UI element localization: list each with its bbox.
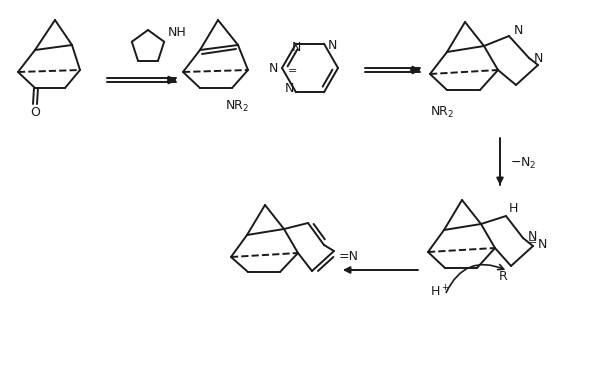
Text: N: N <box>269 62 278 75</box>
Text: =: = <box>528 237 538 247</box>
Text: N: N <box>528 229 538 242</box>
Text: O: O <box>30 106 40 119</box>
Text: NH: NH <box>168 25 187 38</box>
Text: N: N <box>534 51 544 65</box>
Text: N: N <box>284 82 294 95</box>
Text: =: = <box>288 66 298 76</box>
Text: N: N <box>292 41 301 54</box>
Text: =N: =N <box>339 250 359 263</box>
Text: H: H <box>509 203 518 216</box>
Text: NR$_2$: NR$_2$ <box>225 98 249 113</box>
Text: R: R <box>498 270 507 282</box>
Text: NR$_2$: NR$_2$ <box>430 104 454 120</box>
Text: N: N <box>514 25 523 38</box>
Text: N: N <box>538 238 547 251</box>
Text: $-$N$_2$: $-$N$_2$ <box>510 156 536 170</box>
Text: N: N <box>328 39 337 52</box>
Text: H$^+$: H$^+$ <box>430 284 450 300</box>
